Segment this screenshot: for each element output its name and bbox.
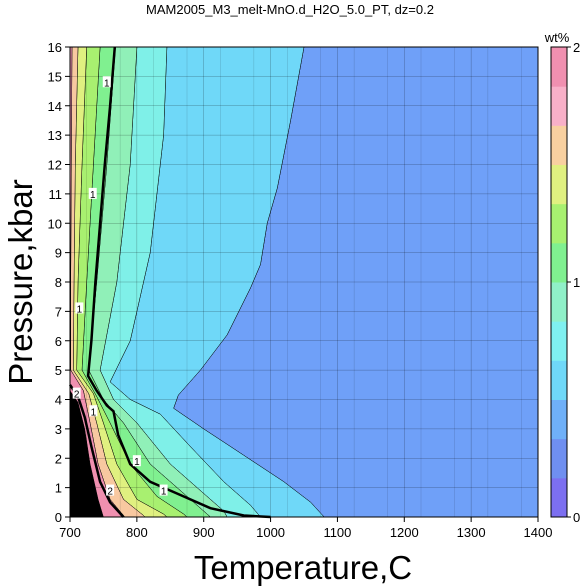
y-tick-label: 6 [55, 334, 62, 349]
y-tick-label: 11 [49, 187, 63, 202]
y-tick-label: 7 [55, 304, 62, 319]
colorbar-swatch [551, 438, 567, 479]
y-tick-label: 13 [48, 128, 62, 143]
x-tick-label: 1300 [457, 525, 486, 540]
colorbar-swatch [551, 125, 567, 165]
grid-lines [69, 46, 539, 518]
plot-area [69, 46, 539, 518]
x-tick-label: 800 [126, 525, 148, 540]
contour-label: 1 [89, 405, 98, 418]
contour-band-9 [69, 389, 104, 518]
contour-label: 1 [75, 302, 84, 315]
y-tick-label: 4 [55, 393, 62, 408]
svg-text:1: 1 [104, 78, 110, 89]
colorbar-swatch [551, 282, 567, 322]
colorbar-tick-label: 1 [573, 275, 580, 290]
colorbar-swatch [551, 164, 567, 205]
colorbar-swatch [551, 399, 567, 440]
y-tick-label: 8 [55, 275, 62, 290]
colorbar-swatch [551, 86, 567, 126]
svg-text:1: 1 [90, 190, 96, 201]
contour-label: 2 [72, 387, 81, 401]
svg-text:1: 1 [161, 487, 167, 498]
x-tick-label: 1200 [390, 525, 419, 540]
colorbar-swatch [551, 242, 567, 283]
y-tick-label: 1 [55, 481, 62, 496]
x-tick-label: 1100 [323, 525, 351, 540]
y-axis-label: Pressure,kbar [2, 179, 39, 384]
y-tick-label: 9 [55, 246, 62, 261]
x-tick-label: 900 [193, 525, 215, 540]
x-tick-label: 1000 [256, 525, 285, 540]
x-axis-label: Temperature,C [194, 549, 412, 586]
y-tick-label: 16 [48, 40, 62, 55]
y-tick-label: 5 [55, 363, 62, 378]
svg-text:2: 2 [74, 390, 80, 401]
y-tick-label: 15 [48, 69, 62, 84]
contour-label: 1 [102, 76, 111, 89]
colorbar-swatch [551, 321, 567, 361]
contour-line-1 [86, 46, 271, 519]
colorbar-swatch [551, 203, 567, 244]
colorbar-swatch [551, 477, 567, 518]
contour-label: 1 [132, 455, 141, 468]
chart-title: MAM2005_M3_melt-MnO.d_H2O_5.0_PT, dz=0.2 [146, 2, 434, 17]
colorbar-swatch [551, 47, 567, 87]
y-tick-label: 12 [48, 158, 62, 173]
colorbar [550, 46, 568, 518]
svg-text:2: 2 [107, 487, 113, 498]
colorbar-label: wt% [544, 30, 570, 45]
y-tick-label: 10 [48, 216, 62, 231]
x-tick-label: 700 [59, 525, 81, 540]
colorbar-tick-label: 0 [573, 510, 580, 525]
contour-label: 1 [88, 187, 97, 201]
x-tick-label: 1400 [524, 525, 553, 540]
y-tick-label: 2 [55, 451, 62, 466]
svg-text:1: 1 [77, 304, 83, 315]
y-tick-label: 3 [55, 422, 62, 437]
colorbar-tick-label: 2 [573, 40, 580, 55]
y-tick-label: 0 [55, 510, 62, 525]
contour-label: 1 [159, 484, 168, 498]
contour-label: 2 [106, 484, 115, 498]
svg-text:1: 1 [134, 457, 140, 468]
svg-text:1: 1 [91, 407, 97, 418]
colorbar-ticks: 0 1 2 [567, 40, 580, 525]
colorbar-swatch [551, 360, 567, 400]
y-tick-label: 14 [48, 99, 62, 114]
x-axis-ticks: 700 800 900 1000 1100 1200 1300 1400 [59, 517, 552, 540]
